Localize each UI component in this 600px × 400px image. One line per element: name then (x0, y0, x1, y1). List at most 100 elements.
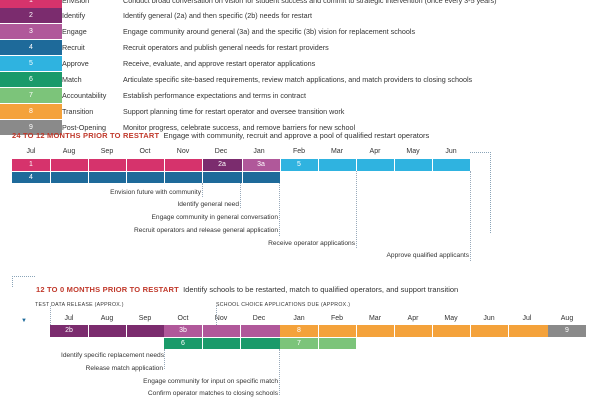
legend-row-match: 6 Match Articulate specific site-based r… (0, 72, 600, 88)
month-label: Aug (100, 315, 114, 322)
month-label: Aug (62, 148, 76, 155)
segment-label: 8 (297, 327, 301, 334)
milestone-note: Receive operator applications (268, 240, 355, 247)
legend-number: 4 (0, 40, 62, 55)
milestone-tick (356, 171, 357, 248)
segment-label: 4 (29, 174, 33, 181)
month-label: Feb (292, 148, 306, 155)
section1-bracket (470, 152, 491, 233)
section2-title: 12 TO 0 MONTHS PRIOR TO RESTART (36, 285, 179, 294)
milestone-note: Engage community in general conversation (151, 214, 278, 221)
month-label: Jul (26, 148, 36, 155)
month-label: Oct (177, 315, 189, 322)
legend-number: 2 (0, 8, 62, 23)
month-label: Apr (407, 315, 419, 322)
milestone-tick (216, 306, 217, 325)
test-data-caption: TEST DATA RELEASE (APPROX.) (35, 302, 124, 308)
legend-category: Accountability (62, 91, 107, 100)
month-divider (508, 325, 509, 337)
month-label: Sep (138, 315, 152, 322)
month-label: Oct (139, 148, 151, 155)
legend-description: Monitor progress, celebrate success, and… (123, 123, 356, 132)
month-label: Feb (330, 315, 344, 322)
milestone-note: Identify general need (177, 201, 239, 208)
milestone-note: Recruit operators and release general ap… (133, 227, 278, 234)
phase-segment-1: 1 (12, 159, 202, 171)
section1-heading: 24 TO 12 MONTHS PRIOR TO RESTART Engage … (12, 131, 429, 140)
legend-number: 1 (0, 0, 62, 8)
section2-subtitle: Identify schools to be restarted, match … (183, 285, 459, 294)
legend-number: 5 (0, 56, 62, 71)
section2-heading: 12 TO 0 MONTHS PRIOR TO RESTART Identify… (36, 285, 458, 294)
phase-segment-3b: 3b (164, 325, 280, 337)
legend-number: 3 (0, 24, 62, 39)
month-divider (164, 159, 165, 183)
segment-label: 1 (29, 161, 33, 168)
legend-row-recruit: 4 Recruit Recruit operators and publish … (0, 40, 600, 56)
month-label: Jul (64, 315, 74, 322)
milestone-tick (279, 183, 280, 236)
legend-row-transition: 8 Transition Support planning time for r… (0, 104, 600, 120)
phase-segment-3a: 3a (242, 159, 280, 171)
phase-segment-2a: 2a (202, 159, 242, 171)
month-label: Mar (330, 148, 344, 155)
legend-description: Receive, evaluate, and approve restart o… (123, 59, 316, 68)
milestone-note: Release match application (85, 365, 163, 372)
legend-category: Recruit (62, 43, 85, 52)
legend-number: 7 (0, 88, 62, 103)
milestone-note: Identify specific replacement needs (61, 352, 164, 359)
month-label: Sep (100, 148, 114, 155)
legend-category: Identify (62, 11, 86, 20)
arrow-marker-icon: ▼ (21, 318, 27, 324)
month-divider (356, 159, 357, 171)
month-divider (318, 159, 319, 171)
segment-label: 6 (181, 340, 185, 347)
month-divider (356, 325, 357, 337)
legend-row-envision: 1 Envision Conduct broad conversation on… (0, 0, 600, 9)
month-label: Dec (252, 315, 266, 322)
milestone-tick (202, 183, 203, 197)
month-divider (242, 159, 243, 183)
legend-number: 9 (0, 120, 62, 135)
legend-category: Match (62, 75, 82, 84)
month-divider (88, 159, 89, 183)
legend-category: Post-Opening (62, 123, 106, 132)
month-label: Jun (483, 315, 495, 322)
month-divider (394, 159, 395, 171)
phase-segment-9: 9 (548, 325, 586, 337)
legend-description: Identify general (2a) and then specific … (123, 11, 312, 20)
phase-segment-4: 4 (12, 172, 280, 183)
month-label: Jan (293, 315, 305, 322)
month-divider (88, 325, 89, 337)
month-divider (202, 159, 203, 183)
month-label: Jul (522, 315, 532, 322)
legend-row-post-opening: 9 Post-Opening Monitor progress, celebra… (0, 120, 600, 136)
month-divider (280, 159, 281, 171)
phase-segment-6: 6 (164, 338, 280, 349)
month-label: Mar (368, 315, 382, 322)
section1-subtitle: Engage with community, recruit and appro… (163, 131, 430, 140)
legend-category: Transition (62, 107, 94, 116)
section1-title: 24 TO 12 MONTHS PRIOR TO RESTART (12, 131, 160, 140)
legend-row-identify: 2 Identify Identify general (2a) and the… (0, 8, 600, 24)
milestone-tick (279, 349, 280, 395)
milestone-note: Envision future with community (110, 189, 201, 196)
legend-description: Engage community around general (3a) and… (123, 27, 416, 36)
legend-description: Establish performance expectations and t… (123, 91, 306, 100)
month-label: Nov (176, 148, 190, 155)
month-divider (432, 325, 433, 337)
milestone-tick (240, 183, 241, 208)
milestone-note: Approve qualified applicants (386, 252, 469, 259)
legend-description: Recruit operators and publish general ne… (123, 43, 329, 52)
month-label: Jan (253, 148, 265, 155)
legend-category: Engage (62, 27, 87, 36)
month-label: Nov (214, 315, 228, 322)
legend-row-accountability: 7 Accountability Establish performance e… (0, 88, 600, 104)
month-label: Jun (445, 148, 457, 155)
milestone-note: Confirm operator matches to closing scho… (147, 390, 278, 397)
legend-row-approve: 5 Approve Receive, evaluate, and approve… (0, 56, 600, 72)
month-label: Aug (560, 315, 574, 322)
month-divider (50, 159, 51, 183)
milestone-tick (50, 306, 51, 325)
legend-category: Approve (62, 59, 89, 68)
